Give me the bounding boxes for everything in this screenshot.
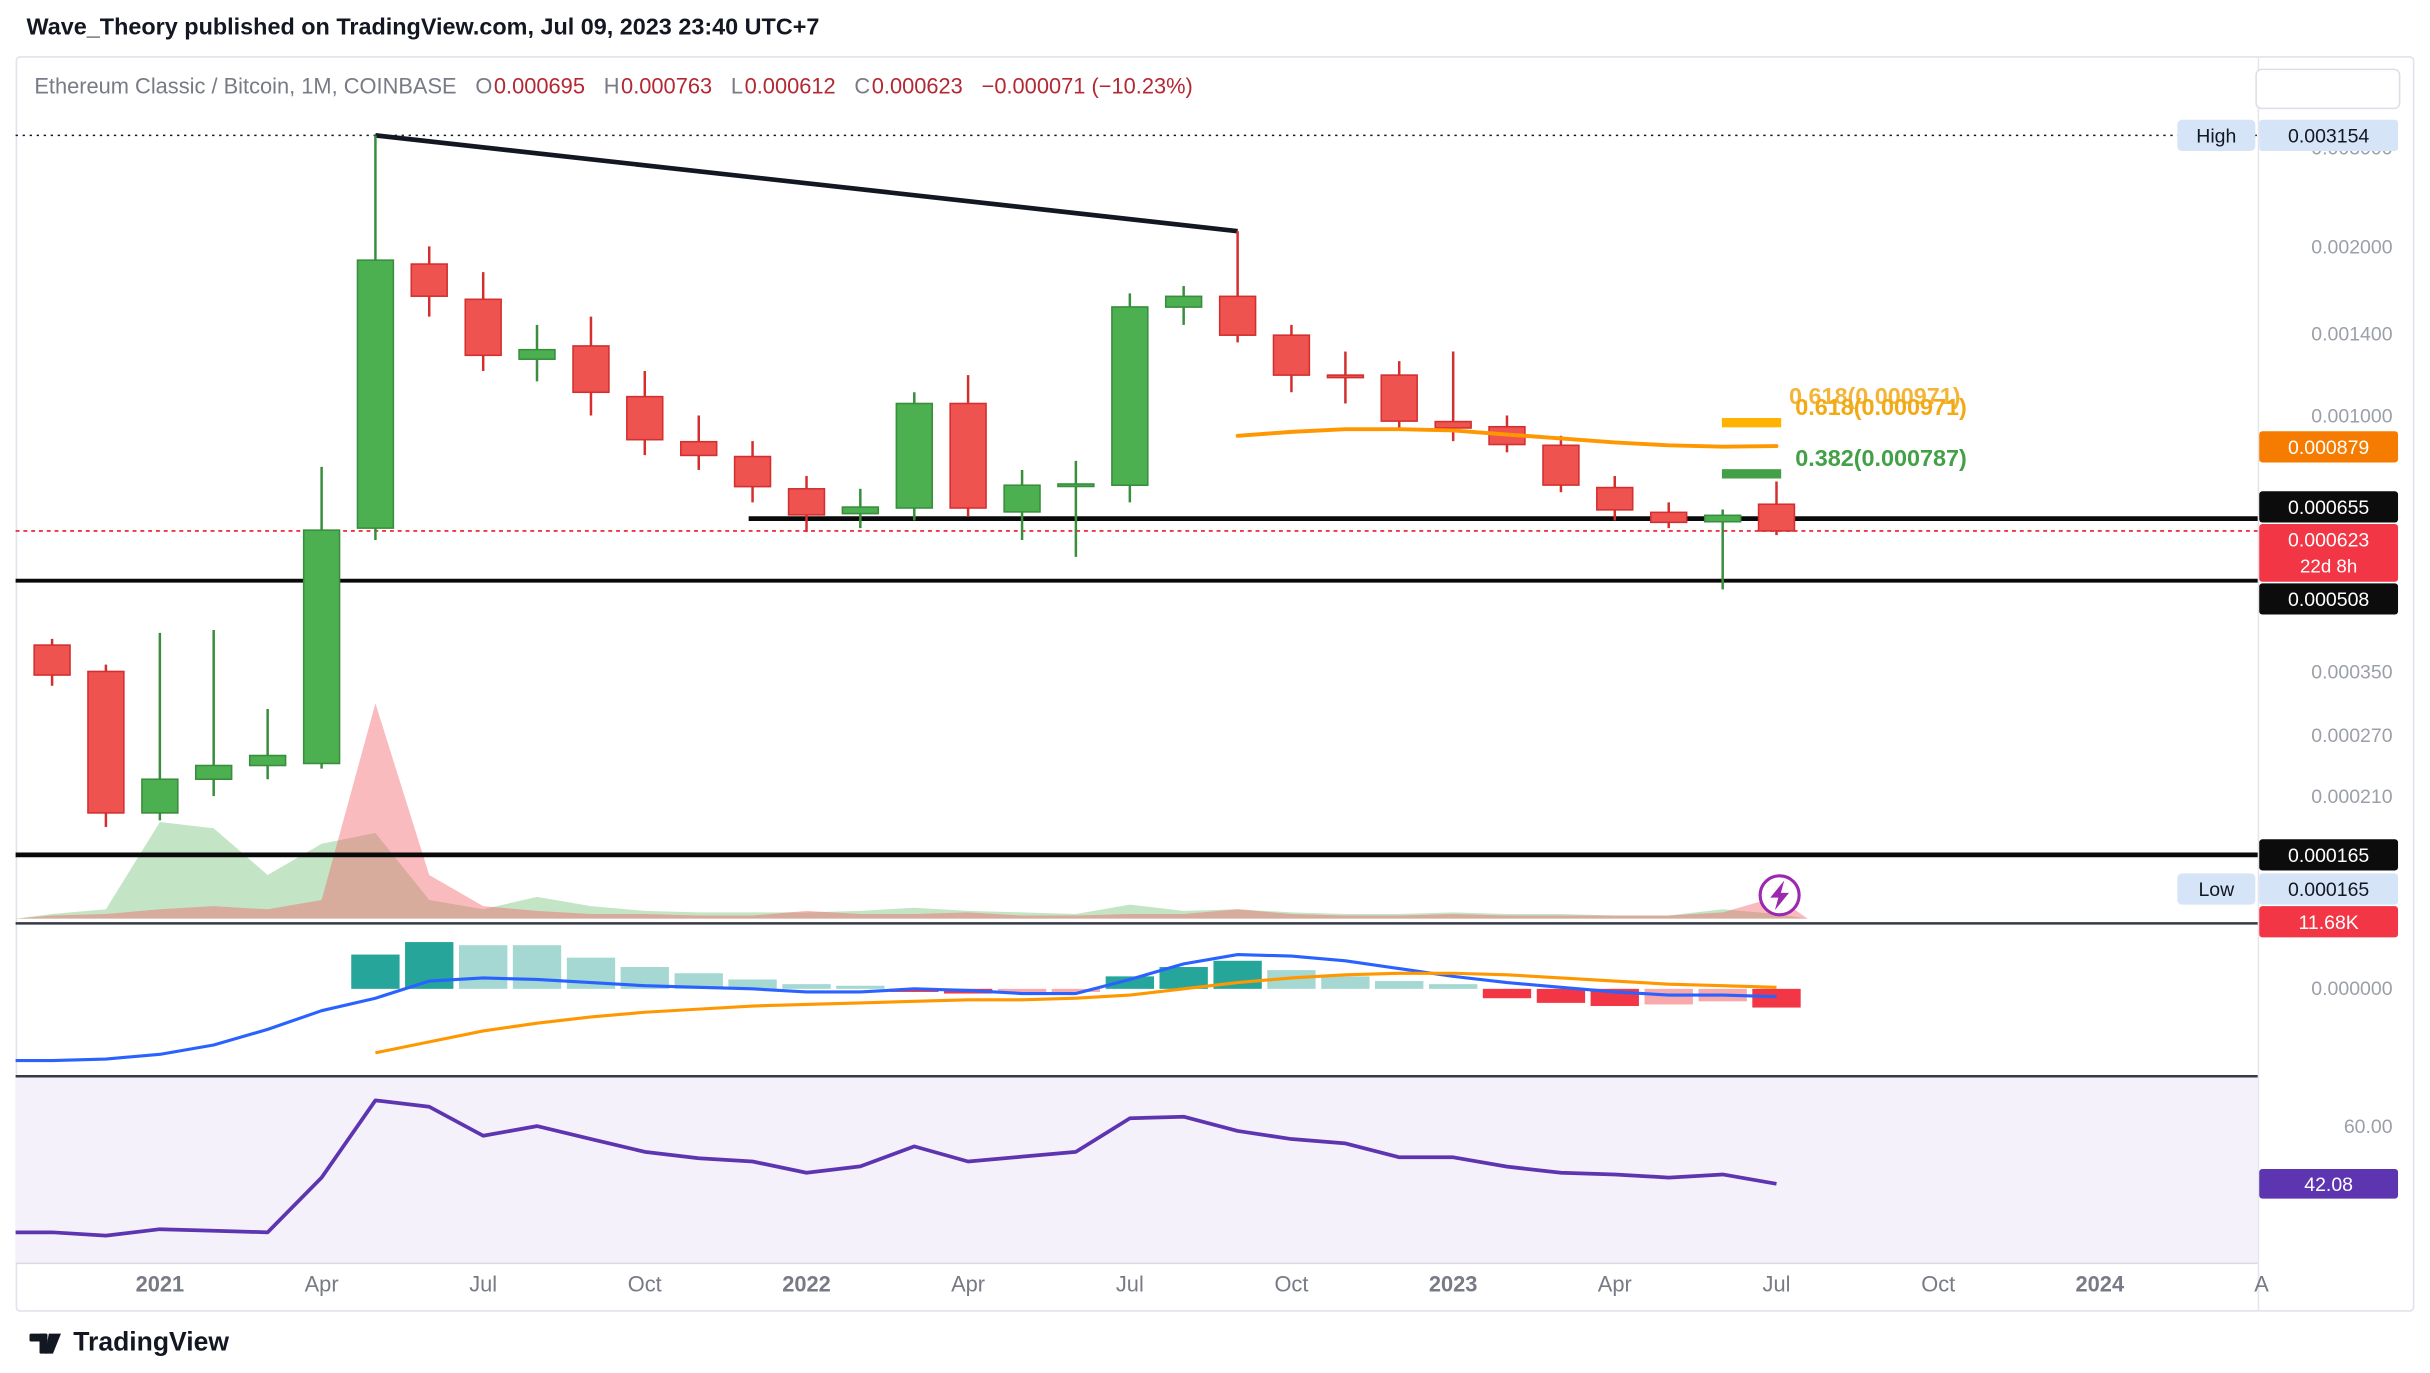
publish-header: Wave_Theory published on TradingView.com… [26,14,820,41]
macd-panel [15,942,1801,1063]
svg-text:Oct: Oct [1274,1271,1308,1296]
svg-text:0.000879: 0.000879 [2288,437,2369,459]
svg-text:Jul: Jul [1116,1271,1144,1296]
svg-text:0.000165: 0.000165 [2288,879,2369,901]
svg-text:0.618(0.000971): 0.618(0.000971) [1789,383,1961,409]
svg-text:60.00: 60.00 [2344,1116,2393,1138]
tradingview-wordmark: TradingView [73,1327,230,1357]
svg-text:2021: 2021 [136,1271,185,1296]
svg-text:0.002000: 0.002000 [2311,236,2392,258]
svg-text:0.001000: 0.001000 [2311,406,2392,428]
svg-text:22d 8h: 22d 8h [2300,555,2357,576]
svg-text:High: High [2196,125,2236,147]
svg-text:0.000623: 0.000623 [2288,530,2369,552]
rsi-panel-background [15,1076,2259,1264]
svg-text:0.618(0.000971): 0.618(0.000971) [1795,394,1967,420]
fib-retracement[interactable]: 0.618(0.000971)0.618(0.000971) 0.382(0.00… [1721,383,1967,479]
volume-overlay [15,703,1808,919]
svg-text:Apr: Apr [1598,1271,1632,1296]
legend-close: C 0.000623 [854,73,963,99]
svg-text:Oct: Oct [628,1271,662,1296]
price-levels[interactable] [15,134,2259,858]
candles [33,135,1796,827]
legend-high: H 0.000763 [603,73,713,99]
svg-text:Jul: Jul [469,1271,497,1296]
svg-text:Low: Low [2198,879,2235,901]
svg-text:0.001400: 0.001400 [2311,323,2392,345]
legend-open: O 0.000695 [475,73,585,99]
svg-text:0.000210: 0.000210 [2311,786,2392,808]
svg-text:Jul: Jul [1763,1271,1791,1296]
svg-text:11.68K: 11.68K [2298,912,2358,934]
svg-text:2024: 2024 [2076,1271,2125,1296]
legend-change: −0.000071 (−10.23%) [981,73,1193,99]
svg-text:0.000508: 0.000508 [2288,589,2369,611]
rsi-panel [15,1098,1777,1238]
svg-text:2023: 2023 [1429,1271,1478,1296]
svg-text:0.000350: 0.000350 [2311,661,2392,683]
tradingview-logo [29,1333,61,1354]
svg-text:0.000655: 0.000655 [2288,497,2369,519]
ma-line [1235,427,1779,449]
tradingview-footer[interactable]: TradingView [28,1326,229,1360]
time-axis[interactable]: 2021 Apr Jul Oct 2022 Apr Jul Oct 2023 Apr Jul Oct 2… [136,1271,2270,1296]
svg-text:Oct: Oct [1921,1271,1955,1296]
price-axis[interactable]: 0.0030000.0020000.0014000.0010000.000350… [2177,119,2399,1199]
svg-text:0.000270: 0.000270 [2311,725,2392,747]
flash-button[interactable] [1758,874,1801,917]
symbol-title: Ethereum Classic / Bitcoin, 1M, COINBASE [34,73,457,99]
symbol-legend[interactable]: Ethereum Classic / Bitcoin, 1M, COINBASE… [34,73,1193,98]
toolbar-box[interactable] [2255,68,2401,110]
svg-text:0.003154: 0.003154 [2288,125,2369,147]
svg-text:Apr: Apr [951,1271,985,1296]
svg-text:42.08: 42.08 [2304,1174,2353,1196]
svg-text:0.382(0.000787): 0.382(0.000787) [1795,445,1967,471]
pane-separators[interactable] [15,57,2260,1311]
svg-text:Apr: Apr [305,1271,339,1296]
svg-text:2022: 2022 [782,1271,831,1296]
svg-text:A: A [2254,1271,2269,1296]
legend-low: L 0.000612 [730,73,836,99]
svg-text:0.000165: 0.000165 [2288,845,2369,867]
trendline[interactable] [375,133,1238,234]
svg-text:0.000000: 0.000000 [2311,978,2392,1000]
